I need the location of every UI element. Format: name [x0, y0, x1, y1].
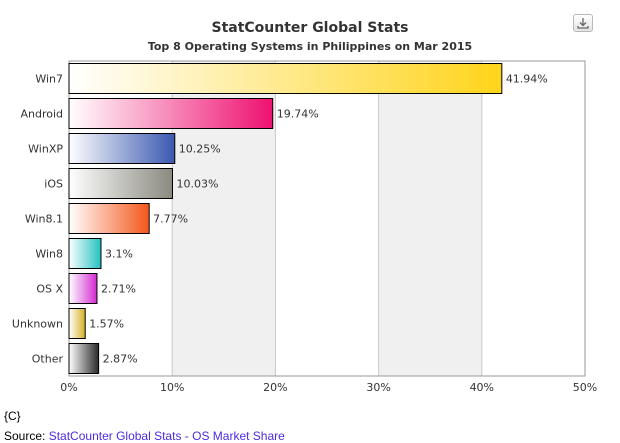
source-link[interactable]: StatCounter Global Stats - OS Market Sha…: [48, 429, 285, 443]
value-label: 7.77%: [153, 213, 188, 226]
value-label: 10.25%: [179, 143, 221, 156]
value-label: 3.1%: [105, 248, 133, 261]
bar-win7: [68, 63, 503, 94]
bar-other: [68, 343, 100, 374]
x-tick-label: 40%: [470, 381, 494, 394]
category-label: WinXP: [28, 143, 63, 156]
bar-os-x: [68, 273, 98, 304]
value-label: 10.03%: [177, 178, 219, 191]
value-label: 2.87%: [103, 353, 138, 366]
category-label: Win7: [35, 73, 63, 86]
x-tick-label: 50%: [573, 381, 597, 394]
bar-ios: [68, 168, 174, 199]
category-label: Android: [20, 108, 63, 121]
x-tick-label: 20%: [263, 381, 287, 394]
x-tick-label: 0%: [60, 381, 77, 394]
credit-text: {C}: [4, 409, 21, 423]
value-label: 19.74%: [277, 108, 319, 121]
download-icon: [577, 18, 589, 29]
category-label: Win8: [35, 248, 63, 261]
chart-title: StatCounter Global Stats: [211, 20, 409, 36]
bar-unknown: [68, 308, 86, 339]
source-prefix: Source:: [4, 429, 49, 443]
grid-band: [481, 61, 585, 376]
category-label: Unknown: [12, 318, 63, 331]
value-label: 2.71%: [101, 283, 136, 296]
category-label: Other: [32, 353, 64, 366]
x-tick-label: 10%: [160, 381, 184, 394]
category-label: Win8.1: [25, 213, 63, 226]
bar-chart: Win7 41.94% Android 19.74% WinXP 10.25% iOS 10.…: [12, 60, 597, 394]
chart-subtitle: Top 8 Operating Systems in Philippines o…: [147, 40, 473, 53]
x-tick-label: 30%: [366, 381, 390, 394]
bar-win8-1: [68, 203, 150, 234]
download-button[interactable]: [573, 14, 593, 32]
category-label: OS X: [36, 283, 63, 296]
grid-band: [378, 61, 482, 376]
value-label: 1.57%: [89, 318, 124, 331]
bar-win8: [68, 238, 102, 269]
category-label: iOS: [44, 178, 63, 191]
bar-winxp: [68, 133, 176, 164]
grid-band: [275, 61, 379, 376]
value-label: 41.94%: [506, 73, 548, 86]
bar-android: [68, 98, 274, 129]
source-line: Source: StatCounter Global Stats - OS Ma…: [4, 429, 285, 443]
